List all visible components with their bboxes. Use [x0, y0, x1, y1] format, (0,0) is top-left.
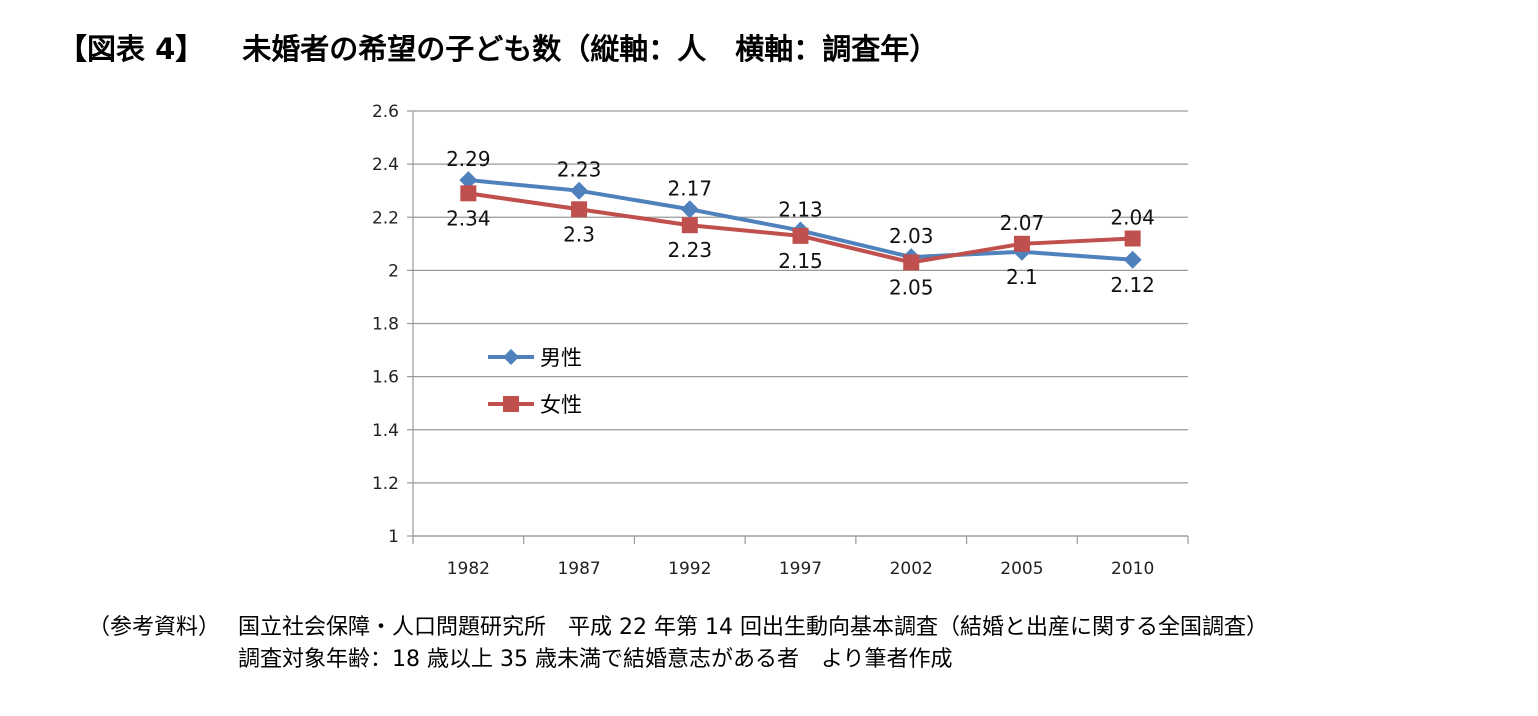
figure-title: 【図表 4】 未婚者の希望の子ども数（縦軸：人 横軸：調査年） [58, 26, 938, 68]
marker-square [903, 254, 920, 271]
y-tick-label: 2.2 [372, 208, 399, 228]
legend-marker-square [503, 396, 519, 412]
y-tick-label: 2.6 [372, 102, 399, 122]
marker-diamond [459, 171, 478, 190]
data-label: 2.29 [446, 147, 491, 171]
data-label: 2.03 [889, 224, 934, 248]
x-tick-label: 1987 [557, 559, 600, 579]
data-labels: 2.29 2.23 2.17 2.13 2.03 2.07 2.04 2.34 2.3 2.23 2… [446, 147, 1155, 299]
data-label: 2.23 [557, 158, 602, 182]
data-label: 2.15 [778, 249, 823, 273]
series [459, 171, 1142, 271]
x-tick-label: 2002 [890, 559, 933, 579]
x-tick-label: 2005 [1000, 559, 1043, 579]
y-tick-label: 1 [388, 527, 399, 547]
legend-label: 男性 [540, 346, 582, 370]
marker-diamond [680, 200, 699, 219]
data-label: 2.07 [1000, 211, 1045, 235]
marker-square [1013, 235, 1030, 252]
source-note: （参考資料） 国立社会保障・人口問題研究所 平成 22 年第 14 回出生動向基本… [88, 612, 1268, 676]
marker-square [460, 185, 477, 202]
y-tick-label: 2 [388, 261, 399, 281]
source-prefix: （参考資料） [88, 615, 221, 640]
marker-diamond [1123, 250, 1142, 269]
source-line-1: 国立社会保障・人口問題研究所 平成 22 年第 14 回出生動向基本調査（結婚と… [238, 615, 1268, 640]
data-label: 2.04 [1110, 206, 1155, 230]
data-label: 2.12 [1110, 273, 1155, 297]
x-tick-label: 1982 [447, 559, 490, 579]
gridlines [413, 110, 1188, 537]
marker-square [792, 227, 809, 244]
marker-diamond [570, 181, 589, 200]
axes: 1 1.2 1.4 1.6 1.8 2 2.2 2.4 2.6 1982 1987 1992 1997 2… [372, 102, 1189, 579]
x-tick-label: 2010 [1111, 559, 1154, 579]
figure-label: 【図表 4】 [58, 32, 205, 66]
marker-square [681, 217, 698, 234]
y-tick-label: 1.2 [372, 474, 399, 494]
x-tick-label: 1992 [668, 559, 711, 579]
data-label: 2.34 [446, 206, 491, 230]
marker-square [1124, 230, 1141, 247]
y-tick-label: 1.6 [372, 368, 399, 388]
data-label: 2.13 [778, 198, 823, 222]
data-label: 2.17 [668, 176, 713, 200]
y-tick-label: 1.4 [372, 421, 399, 441]
legend-marker-diamond [503, 349, 519, 365]
legend-label: 女性 [540, 393, 582, 417]
x-tick-label: 1997 [779, 559, 822, 579]
y-tick-label: 2.4 [372, 155, 399, 175]
figure-title-text: 未婚者の希望の子ども数（縦軸：人 横軸：調査年） [242, 32, 939, 66]
data-label: 2.05 [889, 275, 934, 299]
data-label: 2.1 [1006, 265, 1038, 289]
data-label: 2.23 [668, 238, 713, 262]
source-line-2: 調査対象年齢：18 歳以上 35 歳未満で結婚意志がある者 より筆者作成 [238, 647, 953, 672]
data-label: 2.3 [563, 222, 595, 246]
y-tick-label: 1.8 [372, 315, 399, 335]
marker-square [571, 201, 588, 218]
